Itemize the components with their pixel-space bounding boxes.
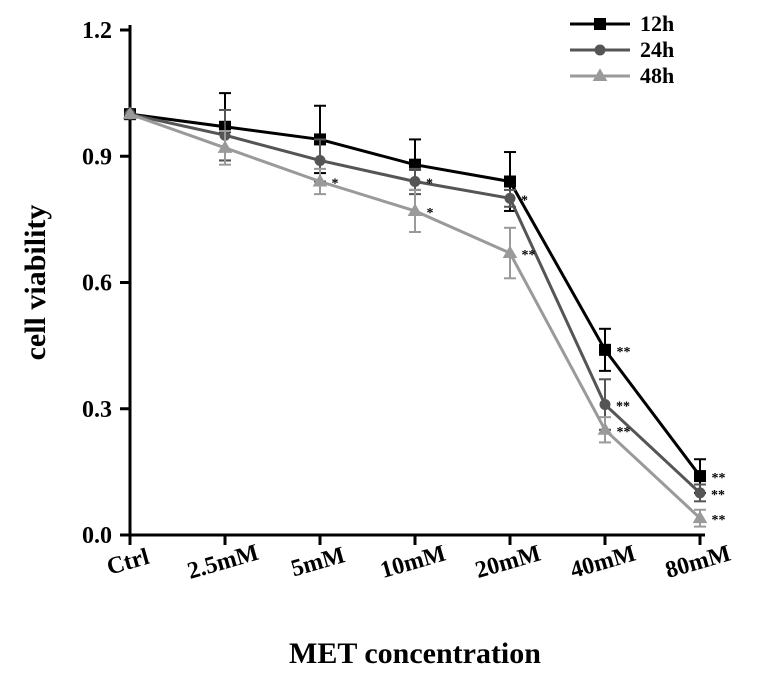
significance-marker: **: [712, 513, 726, 528]
significance-marker: **: [616, 400, 630, 415]
legend-label: 12h: [640, 11, 674, 36]
marker-circle: [505, 193, 515, 203]
marker-circle: [695, 488, 705, 498]
marker-square: [695, 471, 706, 482]
y-tick-label: 0.0: [82, 523, 112, 549]
significance-marker: **: [522, 248, 536, 263]
x-axis-label: MET concentration: [289, 637, 541, 670]
y-tick-label: 0.6: [82, 271, 112, 297]
marker-circle: [410, 177, 420, 187]
marker-circle: [600, 400, 610, 410]
y-axis-label: cell viability: [19, 205, 52, 361]
legend-label: 48h: [640, 63, 674, 88]
y-tick-label: 1.2: [82, 18, 112, 44]
y-tick-label: 0.3: [82, 397, 112, 423]
significance-marker: **: [617, 425, 631, 440]
line-chart: 0.00.30.60.91.2Ctrl2.5mM5mM10mM20mM40mM8…: [0, 0, 771, 683]
significance-marker: *: [427, 206, 434, 221]
significance-marker: *: [332, 177, 339, 192]
significance-marker: *: [426, 177, 433, 192]
marker-circle: [315, 155, 325, 165]
significance-marker: **: [617, 345, 631, 360]
significance-marker: **: [712, 471, 726, 486]
marker-circle: [595, 45, 605, 55]
significance-marker: *: [521, 193, 528, 208]
marker-square: [595, 19, 606, 30]
y-tick-label: 0.9: [82, 144, 112, 170]
marker-square: [505, 176, 516, 187]
marker-square: [600, 344, 611, 355]
legend-label: 24h: [640, 37, 674, 62]
significance-marker: **: [711, 488, 725, 503]
